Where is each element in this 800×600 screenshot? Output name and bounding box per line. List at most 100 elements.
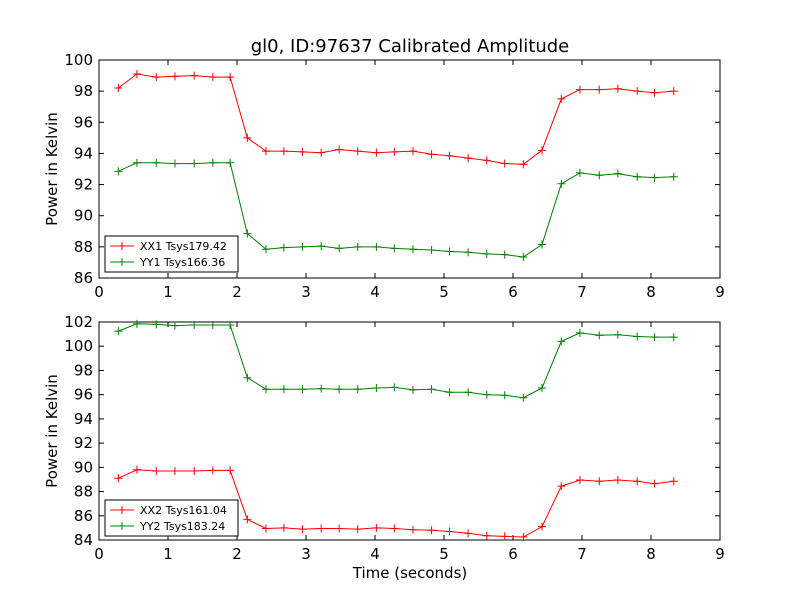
data-point	[261, 524, 270, 533]
data-point	[208, 73, 217, 82]
data-point	[226, 73, 235, 82]
axes-frame	[98, 321, 721, 541]
data-point	[372, 523, 381, 532]
data-point	[595, 477, 604, 486]
data-point	[261, 385, 270, 394]
data-point	[537, 146, 546, 155]
x-axis-label: Time (seconds)	[352, 564, 468, 582]
data-point	[537, 240, 546, 249]
data-point	[390, 244, 399, 253]
data-point	[243, 373, 252, 382]
y-tick-label: 102	[64, 313, 93, 331]
data-point	[575, 85, 584, 94]
data-point	[650, 88, 659, 97]
data-point	[335, 145, 344, 154]
data-point	[390, 147, 399, 156]
data-point	[650, 479, 659, 488]
x-tick-label: 2	[232, 545, 242, 563]
data-point	[482, 531, 491, 540]
y-tick-label: 94	[74, 144, 93, 162]
y-tick-label: 88	[74, 483, 93, 501]
data-point	[353, 525, 362, 534]
data-point	[170, 466, 179, 475]
x-tick-label: 2	[232, 283, 242, 301]
data-point	[132, 70, 141, 79]
y-tick-label: 92	[74, 176, 93, 194]
y-tick-label: 92	[74, 434, 93, 452]
data-point	[500, 159, 509, 168]
x-tick-label: 1	[163, 545, 173, 563]
data-point	[226, 321, 235, 330]
data-point	[575, 168, 584, 177]
data-point	[557, 482, 566, 491]
legend-marker-1	[118, 258, 126, 266]
data-point	[575, 328, 584, 337]
data-point	[317, 242, 326, 251]
x-tick-label: 7	[577, 283, 587, 301]
data-point	[298, 147, 307, 156]
y-tick-label: 84	[74, 531, 93, 549]
data-point	[519, 252, 528, 261]
data-point	[372, 148, 381, 157]
data-point	[317, 148, 326, 157]
data-point	[170, 321, 179, 330]
y-tick-label: 88	[74, 238, 93, 256]
data-point	[226, 466, 235, 475]
x-tick-label: 5	[439, 283, 449, 301]
y-tick-label: 98	[74, 361, 93, 379]
data-point	[190, 71, 199, 80]
y-tick-label: 96	[74, 113, 93, 131]
data-point	[669, 87, 678, 96]
data-point	[279, 523, 288, 532]
top-subplot: 0 1 2 3 4 5 6 7 8 9 86 88 90 92 94 96 98 100 Power in Kelv…	[43, 51, 725, 301]
y-tick-label: 98	[74, 82, 93, 100]
data-point	[170, 72, 179, 81]
data-point	[482, 390, 491, 399]
data-point	[613, 330, 622, 339]
data-point	[353, 385, 362, 394]
data-point	[519, 393, 528, 402]
data-point	[170, 159, 179, 168]
data-point	[557, 94, 566, 103]
data-point	[226, 158, 235, 167]
data-point	[633, 172, 642, 181]
data-point	[427, 385, 436, 394]
legend-label-0: XX1 Tsys179.42	[140, 240, 227, 253]
legend-marker-1	[118, 522, 126, 530]
data-point	[208, 158, 217, 167]
data-point	[335, 385, 344, 394]
data-point	[408, 147, 417, 156]
data-point	[613, 476, 622, 485]
legend-label-1: YY2 Tsys183.24	[139, 520, 225, 533]
data-point	[298, 525, 307, 534]
data-point	[650, 173, 659, 182]
data-point	[279, 243, 288, 252]
data-point	[595, 331, 604, 340]
x-tick-label: 0	[94, 545, 104, 563]
data-point	[152, 73, 161, 82]
data-point	[595, 171, 604, 180]
data-point	[279, 147, 288, 156]
y-tick-label: 100	[64, 51, 93, 69]
data-point	[372, 242, 381, 251]
data-point	[132, 158, 141, 167]
y-tick-label: 96	[74, 386, 93, 404]
data-point	[353, 147, 362, 156]
data-point	[633, 477, 642, 486]
data-point	[114, 167, 123, 176]
data-point	[190, 466, 199, 475]
data-point	[408, 245, 417, 254]
data-point	[152, 158, 161, 167]
x-tick-label: 4	[370, 283, 380, 301]
y-tick-label: 90	[74, 458, 93, 476]
x-tick-label: 3	[301, 283, 311, 301]
data-point	[519, 160, 528, 169]
bottom-subplot: 0 1 2 3 4 5 6 7 8 9 84 86 88 90 92 94 96 98 100 102 Power in…	[43, 313, 725, 563]
data-point	[633, 87, 642, 96]
data-point	[372, 384, 381, 393]
chart-title: gl0, ID:97637 Calibrated Amplitude	[251, 36, 570, 57]
data-point	[408, 525, 417, 534]
data-point	[613, 84, 622, 93]
data-point	[633, 332, 642, 341]
